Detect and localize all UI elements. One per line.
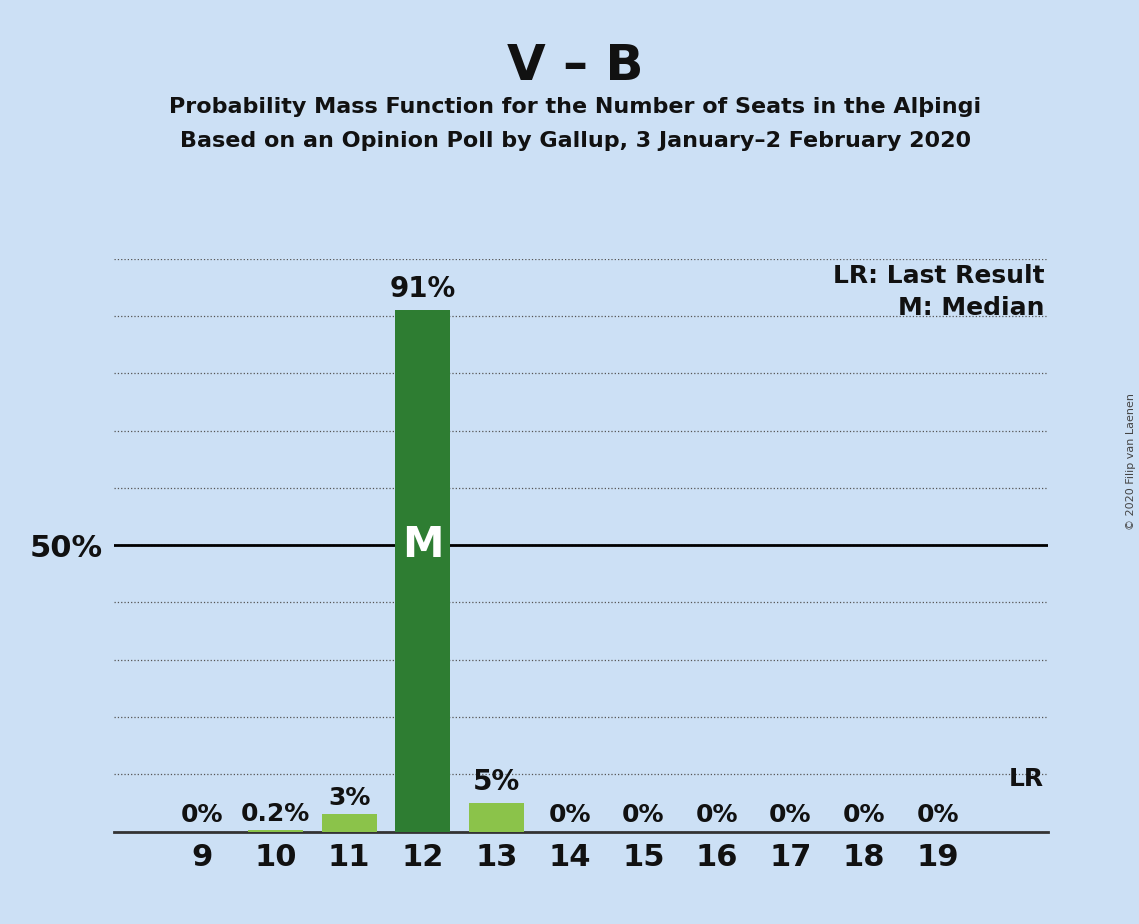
Text: 0%: 0% (549, 803, 591, 827)
Text: 0%: 0% (843, 803, 885, 827)
Text: © 2020 Filip van Laenen: © 2020 Filip van Laenen (1126, 394, 1136, 530)
Text: 0%: 0% (696, 803, 738, 827)
Text: Based on an Opinion Poll by Gallup, 3 January–2 February 2020: Based on an Opinion Poll by Gallup, 3 Ja… (180, 131, 970, 152)
Bar (395, 310, 450, 832)
Text: LR: LR (1009, 767, 1044, 791)
Bar (321, 814, 377, 832)
Text: LR: Last Result: LR: Last Result (833, 264, 1044, 288)
Text: 0%: 0% (916, 803, 959, 827)
Text: M: Median: M: Median (898, 296, 1044, 320)
Text: 0%: 0% (769, 803, 812, 827)
Text: 0.2%: 0.2% (241, 802, 310, 826)
Bar (248, 831, 303, 832)
Bar (469, 803, 524, 832)
Text: 0%: 0% (622, 803, 665, 827)
Text: 0%: 0% (181, 803, 223, 827)
Text: M: M (402, 524, 443, 566)
Text: V – B: V – B (507, 42, 644, 90)
Text: 91%: 91% (390, 275, 456, 303)
Text: 5%: 5% (473, 768, 519, 796)
Text: Probability Mass Function for the Number of Seats in the Alþingi: Probability Mass Function for the Number… (169, 97, 982, 117)
Text: 3%: 3% (328, 785, 370, 809)
